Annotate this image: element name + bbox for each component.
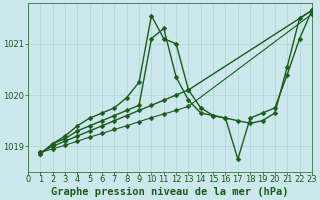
X-axis label: Graphe pression niveau de la mer (hPa): Graphe pression niveau de la mer (hPa) bbox=[51, 187, 289, 197]
